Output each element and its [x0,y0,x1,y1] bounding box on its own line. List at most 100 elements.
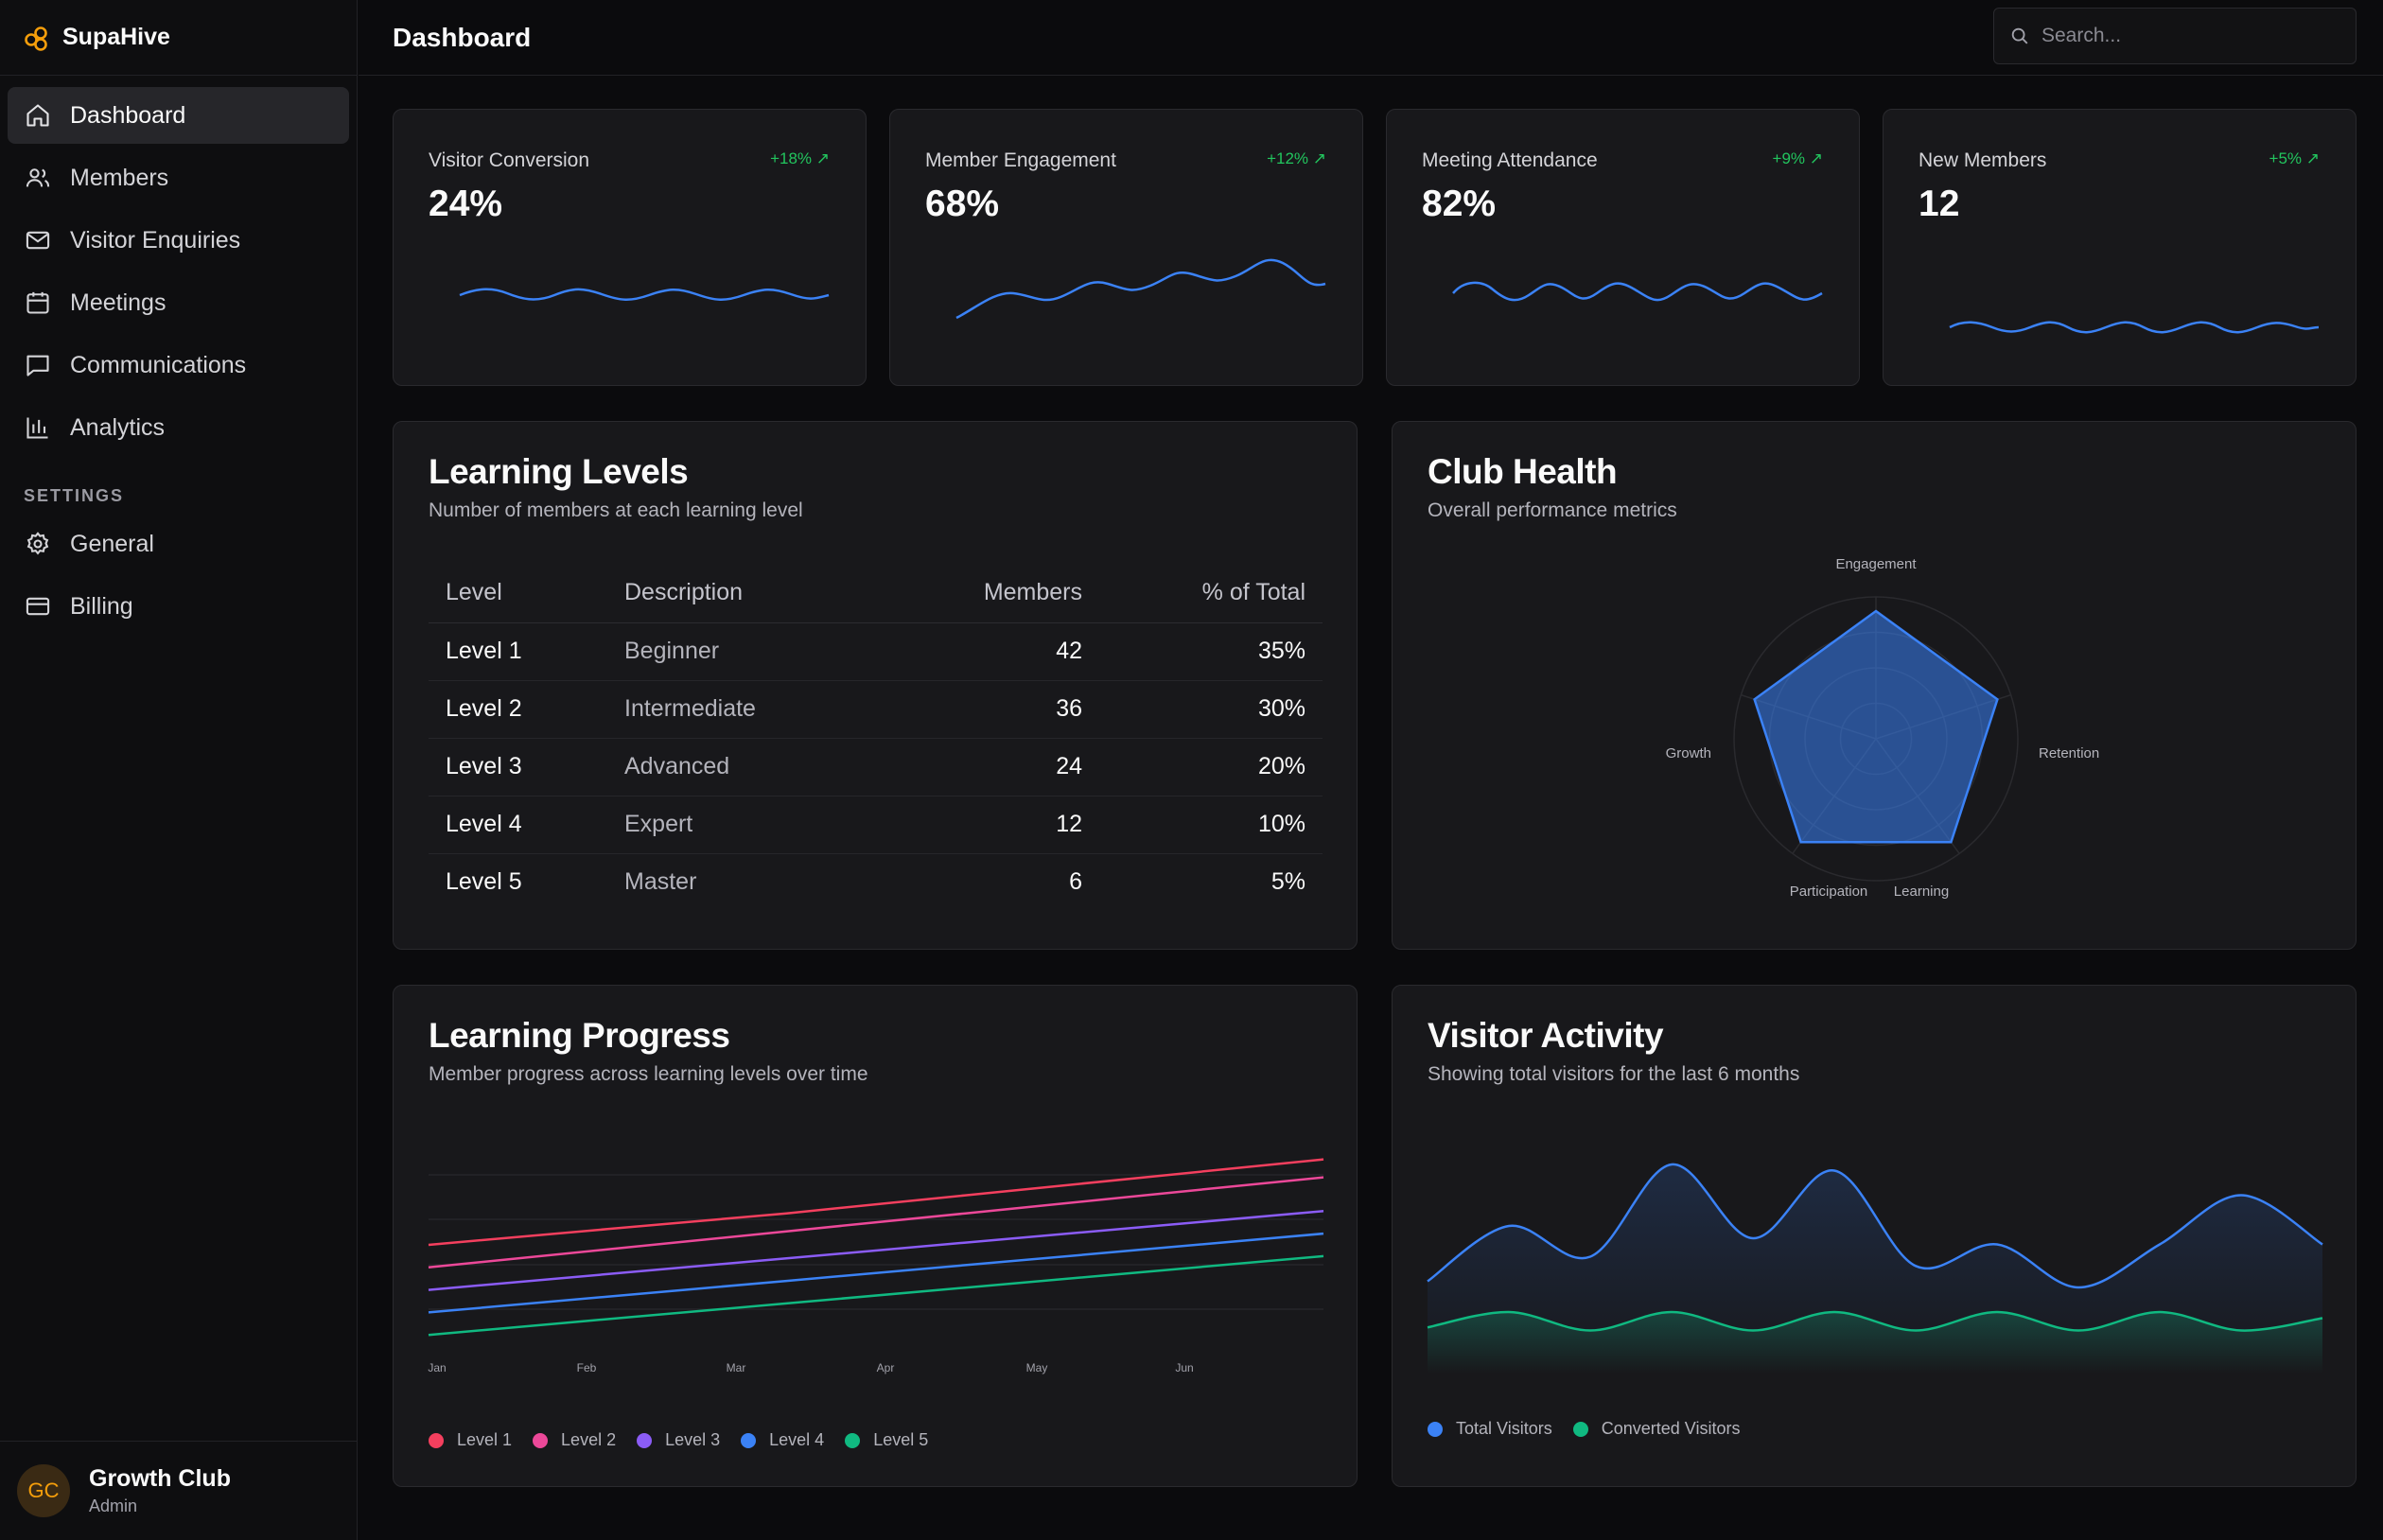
message-icon [26,355,49,376]
card-subtitle: Overall performance metrics [1428,499,1677,521]
sidebar-item-general[interactable]: General [8,516,349,572]
sidebar-item-members[interactable]: Members [8,149,349,206]
line-chart: Jan Feb Mar Apr May Jun [428,1158,1324,1374]
stat-label: Visitor Conversion [429,149,590,171]
legend-dot [741,1432,757,1448]
radar-axis-label: Growth [1666,745,1711,761]
home-icon [26,104,49,127]
sidebar-item-label: Communications [70,351,247,378]
stat-change-value: +12% [1267,149,1309,167]
sidebar-item-dashboard[interactable]: Dashboard [8,87,349,144]
x-tick-label: Feb [577,1361,597,1374]
x-tick-label: May [1026,1361,1048,1374]
stat-change: +12% ↗ [1267,149,1326,168]
sidebar: SupaHive Dashboard Members Visitor Enqui… [0,0,358,1540]
search-box[interactable] [1993,8,2357,64]
sidebar-item-label: Members [70,164,169,191]
stat-label: Member Engagement [925,149,1116,171]
sidebar-item-communications[interactable]: Communications [8,337,349,394]
legend-dot [1572,1421,1588,1437]
sidebar-item-label: General [70,530,154,557]
cell-members: 12 [910,796,1099,854]
legend-item[interactable]: Converted Visitors [1572,1419,1740,1439]
stat-label: New Members [1919,149,2047,171]
cell-members: 42 [910,622,1099,681]
cell-members: 6 [1069,868,1082,896]
cell-description: Master [624,868,697,896]
stat-card-meeting-attendance: Meeting Attendance +9% ↗ 82% [1386,109,1860,386]
stat-change: +9% ↗ [1773,149,1823,168]
column-header: % of Total [1099,564,1323,623]
legend-item[interactable]: Level 3 [637,1430,720,1450]
sidebar-nav: Dashboard Members Visitor Enquiries Meet… [0,76,357,635]
user-profile[interactable]: GC Growth Club Admin [0,1441,358,1540]
radar-chart: Engagement Retention Learning Participation… [1666,556,2100,900]
stat-change: +18% ↗ [770,149,830,168]
sidebar-item-analytics[interactable]: Analytics [8,399,349,456]
table-row: Level 5 Master 6 5% [429,853,1323,911]
area-chart [1427,1163,2323,1374]
radar-axis-label: Engagement [1835,556,1917,572]
legend-dot [533,1432,549,1448]
cell-percent: 5% [1270,868,1305,896]
bar-chart-icon [26,417,48,439]
club-health-card: Club Health Overall performance metrics … [1392,421,2357,950]
legend-label: Level 2 [561,1430,617,1449]
arrow-up-right-icon: ↗ [815,149,830,167]
mail-icon [26,231,50,250]
x-tick-label: Jan [428,1361,446,1374]
legend-dot [845,1432,861,1448]
card-title: Learning Levels [429,452,689,491]
series-line [428,1254,1324,1337]
radar-axis-label: Retention [2039,745,2099,761]
card-title: Club Health [1428,452,1618,491]
stat-card-visitor-conversion: Visitor Conversion +18% ↗ 24% [393,109,867,386]
sidebar-item-billing[interactable]: Billing [8,578,349,635]
legend-dot [1428,1421,1443,1437]
radar-axis-label: Participation [1790,884,1868,900]
brand-name: SupaHive [62,24,170,50]
sparkline [1452,281,1823,302]
cell-level: Level 3 [429,738,607,796]
cell-members: 24 [910,738,1099,796]
learning-levels-table: Level Description Members % of Total Lev… [429,564,1323,911]
calendar-icon [26,291,49,314]
legend-item[interactable]: Level 2 [533,1430,616,1450]
stat-value: 68% [925,184,1000,224]
cell-level: Level 5 [446,868,522,896]
avatar: GC [17,1464,70,1517]
sidebar-item-visitor-enquiries[interactable]: Visitor Enquiries [8,212,349,269]
user-name: Growth Club [89,1465,231,1492]
legend-label: Level 4 [769,1430,825,1449]
table-row: Level 4 Expert 12 10% [429,796,1323,854]
cell-level: Level 2 [429,680,607,739]
legend-dot [637,1432,653,1448]
legend-item[interactable]: Level 5 [845,1430,928,1450]
cell-percent: 10% [1099,796,1323,854]
x-tick-label: Mar [727,1361,746,1374]
settings-section-label: SETTINGS [24,486,125,505]
card-title: Visitor Activity [1428,1016,1664,1055]
cell-level: Level 1 [429,622,607,681]
sidebar-item-meetings[interactable]: Meetings [8,274,349,331]
legend-dot [429,1432,444,1448]
series-line [428,1232,1324,1314]
brand[interactable]: SupaHive [0,0,357,76]
sidebar-item-label: Visitor Enquiries [70,226,241,254]
stat-value: 12 [1919,184,1960,224]
arrow-up-right-icon: ↗ [2305,149,2320,167]
legend-item[interactable]: Total Visitors [1428,1419,1552,1439]
arrow-up-right-icon: ↗ [1809,149,1823,167]
visitor-activity-card: Visitor Activity Showing total visitors … [1392,985,2357,1487]
legend-item[interactable]: Level 4 [741,1430,824,1450]
sparkline [955,258,1326,320]
table-row: Level 2 Intermediate 36 30% [429,680,1323,739]
stat-change-value: +9% [1772,149,1806,167]
cell-percent: 20% [1099,738,1323,796]
search-input[interactable] [2041,25,2325,47]
radar-axis-label: Learning [1894,884,1949,900]
stat-change-value: +18% [770,149,813,167]
legend-item[interactable]: Level 1 [429,1430,512,1450]
x-tick-label: Apr [877,1361,895,1374]
card-subtitle: Number of members at each learning level [429,499,803,521]
